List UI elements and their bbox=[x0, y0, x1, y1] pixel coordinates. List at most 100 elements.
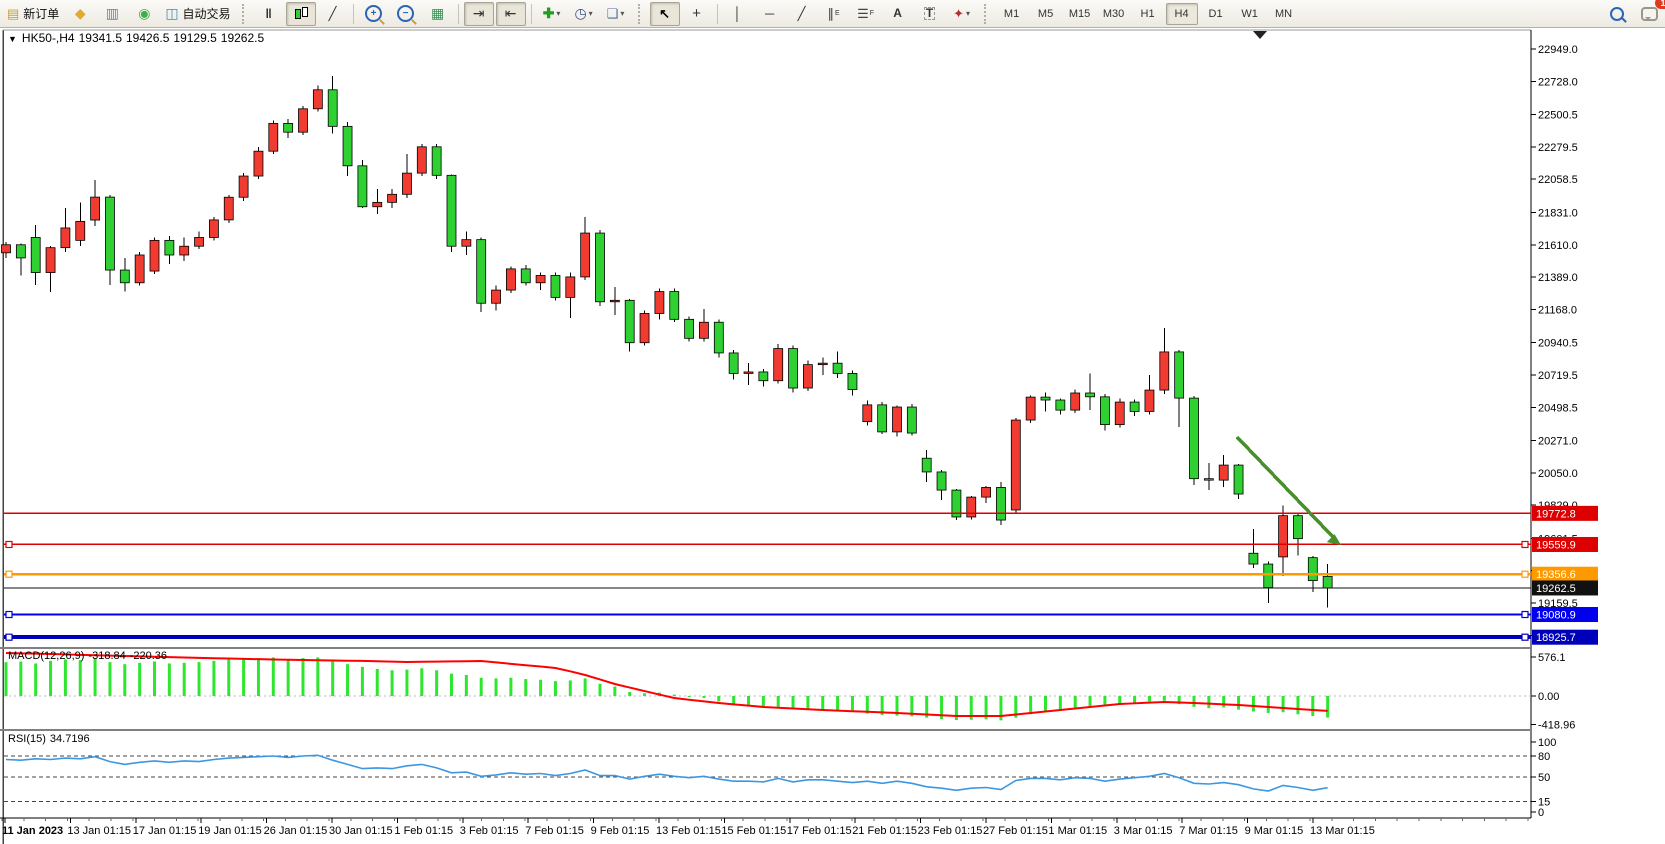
price-tag-label: 19772.8 bbox=[1536, 508, 1576, 520]
timeframe-h1-button[interactable]: H1 bbox=[1140, 7, 1155, 20]
market-watch-button[interactable]: ◆ bbox=[65, 2, 95, 26]
macd-histogram-bar bbox=[1088, 696, 1092, 707]
indicator-plus-icon: ✚ bbox=[542, 5, 555, 21]
crosshair-button[interactable]: + bbox=[682, 2, 712, 26]
time-axis-label: 3 Feb 01:15 bbox=[460, 825, 519, 837]
candle bbox=[1070, 392, 1081, 411]
price-axis-label: 20271.0 bbox=[1538, 436, 1578, 448]
macd-histogram-bar bbox=[865, 696, 869, 714]
macd-histogram-bar bbox=[850, 696, 854, 712]
line-handle[interactable] bbox=[5, 633, 13, 641]
line-handle[interactable] bbox=[1521, 610, 1529, 619]
candle bbox=[1293, 515, 1303, 540]
candle bbox=[283, 123, 294, 133]
price-axis-label: 21831.0 bbox=[1538, 207, 1578, 219]
line-chart-button[interactable]: ╱ bbox=[318, 2, 348, 26]
timeframe-m30-button[interactable]: M30 bbox=[1102, 7, 1125, 20]
symbol-period: HK50-,H4 bbox=[21, 31, 75, 45]
candle bbox=[803, 364, 813, 389]
macd-histogram-bar bbox=[1207, 696, 1211, 709]
new-order-button[interactable]: ▤ 新订单 bbox=[3, 2, 63, 26]
rsi-axis-label: 80 bbox=[1538, 751, 1550, 763]
candle bbox=[1085, 392, 1095, 398]
macd-histogram-bar bbox=[1058, 696, 1062, 710]
auto-scroll-icon: ⇥ bbox=[472, 5, 485, 21]
zoom-out-button[interactable]: − bbox=[391, 2, 421, 26]
trendline-button[interactable]: ╱ bbox=[787, 2, 817, 26]
candle bbox=[877, 404, 888, 433]
chart-shift-button[interactable]: ⇤ bbox=[495, 1, 526, 26]
tile-windows-button[interactable]: ▦ bbox=[423, 2, 453, 26]
candle bbox=[684, 318, 694, 339]
time-axis-label: 7 Mar 01:15 bbox=[1179, 825, 1238, 837]
chevron-down-icon[interactable]: ▾ bbox=[556, 9, 561, 18]
cursor-button[interactable]: ↖ bbox=[649, 1, 680, 26]
price-axis-label: 20940.5 bbox=[1538, 338, 1578, 350]
macd-histogram-bar bbox=[4, 662, 8, 696]
chevron-down-icon[interactable]: ▾ bbox=[588, 9, 593, 18]
macd-histogram-bar bbox=[553, 681, 557, 696]
vertical-line-button[interactable]: │ bbox=[723, 2, 753, 26]
candle bbox=[1189, 397, 1199, 480]
line-handle[interactable] bbox=[5, 570, 13, 578]
text-label-button[interactable]: T bbox=[915, 2, 945, 26]
data-window-button[interactable]: ▥ bbox=[97, 2, 127, 26]
chart-shift-marker[interactable] bbox=[1253, 31, 1267, 39]
notifications-button[interactable]: 1 bbox=[1634, 0, 1665, 26]
chart-menu-icon[interactable]: ▼ bbox=[8, 34, 17, 44]
text-button[interactable]: A bbox=[883, 2, 913, 26]
candle-chart-button[interactable] bbox=[285, 1, 316, 26]
templates-button[interactable]: ❏ ▾ bbox=[601, 2, 631, 26]
sonar-icon: ◉ bbox=[138, 5, 151, 21]
timeframe-w1-button[interactable]: W1 bbox=[1241, 7, 1258, 20]
candle bbox=[535, 275, 546, 284]
timeframe-mn-button[interactable]: MN bbox=[1275, 7, 1293, 20]
text-t-icon: T bbox=[923, 6, 936, 20]
diamond-icon: ◆ bbox=[74, 5, 86, 21]
macd-histogram-bar bbox=[1014, 696, 1018, 718]
trend-arrow-head[interactable] bbox=[1326, 534, 1341, 545]
text-a-icon: A bbox=[893, 6, 902, 20]
candle bbox=[1218, 464, 1229, 481]
line-handle[interactable] bbox=[1521, 633, 1529, 641]
line-handle[interactable] bbox=[5, 610, 13, 619]
macd-histogram-bar bbox=[836, 696, 840, 711]
arrows-button[interactable]: ✦ ▾ bbox=[947, 2, 977, 26]
timeframe-d1-button[interactable]: D1 bbox=[1208, 7, 1223, 20]
macd-histogram-bar bbox=[108, 662, 112, 696]
chevron-down-icon[interactable]: ▾ bbox=[966, 9, 971, 18]
macd-histogram-bar bbox=[776, 696, 780, 707]
line-handle[interactable] bbox=[1521, 570, 1529, 578]
timeframe-m1-button[interactable]: M1 bbox=[1003, 7, 1020, 20]
candle bbox=[1203, 478, 1214, 481]
macd-histogram-bar bbox=[494, 678, 498, 696]
signals-button[interactable]: ◉ bbox=[129, 2, 159, 26]
line-handle[interactable] bbox=[1521, 540, 1529, 549]
bar-chart-button[interactable]: ‖ bbox=[254, 2, 284, 26]
macd-histogram-bar bbox=[375, 668, 379, 696]
indicators-button[interactable]: ✚ ▾ bbox=[537, 2, 567, 26]
macd-histogram-bar bbox=[34, 663, 38, 696]
time-axis-label: 17 Feb 01:15 bbox=[787, 825, 852, 837]
zoom-in-button[interactable]: + bbox=[359, 2, 389, 26]
equidistant-channel-button[interactable]: ∥ E bbox=[819, 2, 849, 26]
fibonacci-button[interactable]: ☰ F bbox=[851, 2, 881, 26]
toolbar: ▤ 新订单 ◆ ▥ ◉ ◫ 自动交易 ‖ ╱ + − ▦ ⇥ ⇤ ✚ ▾ ◷ ▾ ❏ ▾ ↖ + │ ─ ╱ ∥ E ☰ F A T ✦ ▾ M1… bbox=[0, 0, 1665, 28]
toolbar-separator bbox=[716, 3, 718, 24]
macd-histogram-bar bbox=[761, 696, 765, 708]
timeframe-m15-button[interactable]: M15 bbox=[1068, 7, 1091, 20]
timeframe-m5-button[interactable]: M5 bbox=[1037, 7, 1054, 20]
macd-name: MACD(12,26,9) bbox=[8, 650, 85, 662]
candles-icon bbox=[293, 6, 309, 21]
chart-shift-icon: ⇤ bbox=[504, 5, 517, 21]
search-button[interactable] bbox=[1602, 2, 1632, 26]
periods-button[interactable]: ◷ ▾ bbox=[569, 2, 599, 26]
time-axis-label: 1 Feb 01:15 bbox=[394, 825, 453, 837]
auto-scroll-button[interactable]: ⇥ bbox=[463, 1, 494, 26]
candle bbox=[624, 299, 635, 344]
chevron-down-icon[interactable]: ▾ bbox=[620, 9, 625, 18]
timeframe-h4-button[interactable]: H4 bbox=[1165, 2, 1198, 25]
line-handle[interactable] bbox=[5, 540, 13, 549]
horizontal-line-button[interactable]: ─ bbox=[755, 2, 785, 26]
auto-trading-button[interactable]: ◫ 自动交易 bbox=[161, 2, 234, 26]
